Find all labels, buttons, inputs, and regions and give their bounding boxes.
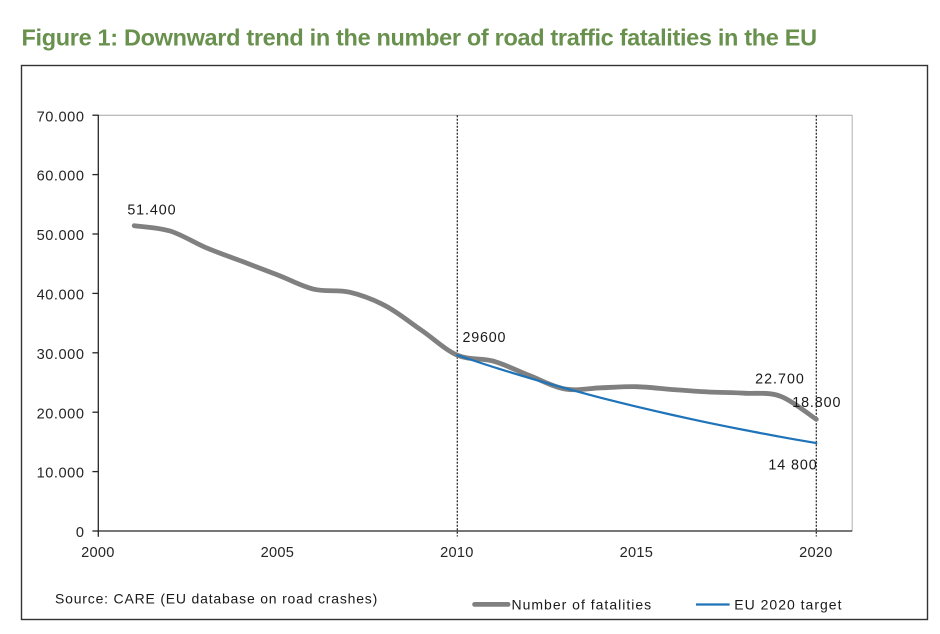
svg-text:2010: 2010 — [440, 545, 473, 561]
svg-text:60.000: 60.000 — [37, 169, 85, 185]
svg-text:22.700: 22.700 — [755, 372, 805, 388]
svg-text:30.000: 30.000 — [37, 347, 85, 363]
svg-text:Source: CARE (EU database on r: Source: CARE (EU database on road crashe… — [55, 590, 378, 606]
svg-text:10.000: 10.000 — [37, 466, 85, 482]
svg-text:14 800: 14 800 — [768, 457, 817, 473]
svg-text:EU 2020 target: EU 2020 target — [734, 596, 842, 612]
svg-text:2005: 2005 — [261, 545, 294, 561]
svg-text:20.000: 20.000 — [37, 406, 85, 422]
svg-text:18.800: 18.800 — [792, 395, 841, 411]
svg-text:29600: 29600 — [463, 330, 507, 346]
svg-text:2000: 2000 — [81, 545, 114, 561]
svg-text:Number of fatalities: Number of fatalities — [512, 596, 653, 612]
svg-text:2015: 2015 — [620, 545, 653, 561]
svg-text:51.400: 51.400 — [127, 202, 176, 218]
svg-text:40.000: 40.000 — [37, 288, 85, 304]
svg-text:2020: 2020 — [799, 545, 832, 561]
svg-text:50.000: 50.000 — [37, 228, 85, 244]
svg-text:70.000: 70.000 — [37, 109, 85, 125]
svg-text:0: 0 — [76, 525, 85, 541]
svg-text:Figure 1: Downward trend in th: Figure 1: Downward trend in the number o… — [22, 25, 817, 51]
